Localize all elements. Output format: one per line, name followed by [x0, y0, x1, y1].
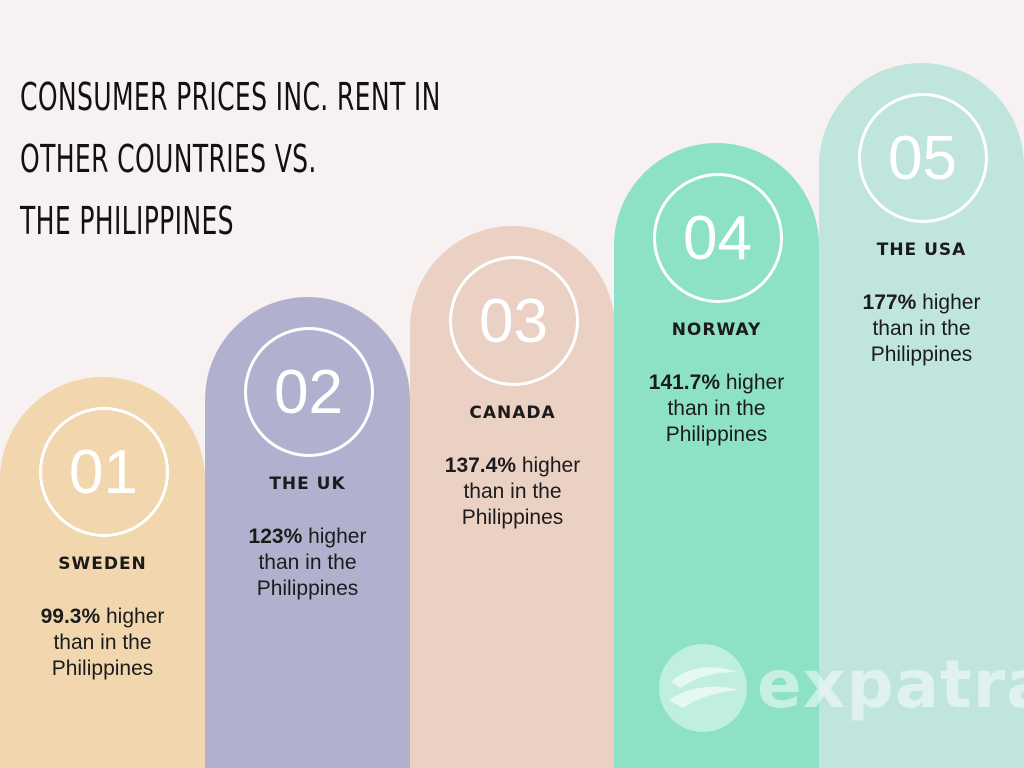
value-label: 123% — [248, 525, 303, 548]
number-circle: 02 — [243, 327, 374, 457]
bar-the-usa: 05 THE USA 177% higher than in the Phili… — [819, 63, 1024, 768]
title-line: OTHER COUNTRIES VS. — [20, 137, 317, 181]
title-line: THE PHILIPPINES — [20, 199, 234, 243]
title-line: CONSUMER PRICES INC. RENT IN — [20, 75, 441, 119]
country-label: THE USA — [876, 240, 967, 260]
logo-wordmark: expatra — [757, 646, 1024, 723]
country-label: CANADA — [469, 403, 556, 423]
value-description: 137.4% higher than in the Philippines — [444, 454, 581, 529]
value-label: 99.3% — [40, 605, 101, 628]
number-circle: 01 — [38, 407, 169, 537]
bar-norway: 04 NORWAY 141.7% higher than in the Phil… — [614, 143, 819, 768]
page-title: CONSUMER PRICES INC. RENT IN OTHER COUNT… — [20, 66, 441, 252]
value-description: 99.3% higher than in the Philippines — [40, 605, 165, 680]
expatra-logo: expatra — [657, 642, 1024, 734]
value-description: 123% higher than in the Philippines — [248, 525, 367, 600]
bar-canada: 03 CANADA 137.4% higher than in the Phil… — [410, 226, 615, 768]
value-label: 137.4% — [444, 454, 516, 477]
number-circle: 04 — [652, 173, 783, 303]
value-description: 141.7% higher than in the Philippines — [648, 371, 785, 446]
expatra-logo-icon — [659, 644, 747, 732]
value-label: 177% — [862, 291, 917, 314]
number-circle: 05 — [857, 93, 988, 223]
country-label: THE UK — [269, 474, 346, 494]
country-label: NORWAY — [671, 320, 762, 340]
value-label: 141.7% — [648, 371, 720, 394]
bar-sweden: 01 SWEDEN 99.3% higher than in the Phili… — [0, 377, 205, 768]
number-circle: 03 — [448, 256, 579, 386]
country-label: SWEDEN — [58, 554, 147, 574]
bar-the-uk: 02 THE UK 123% higher than in the Philip… — [205, 297, 410, 768]
value-description: 177% higher than in the Philippines — [862, 291, 981, 366]
